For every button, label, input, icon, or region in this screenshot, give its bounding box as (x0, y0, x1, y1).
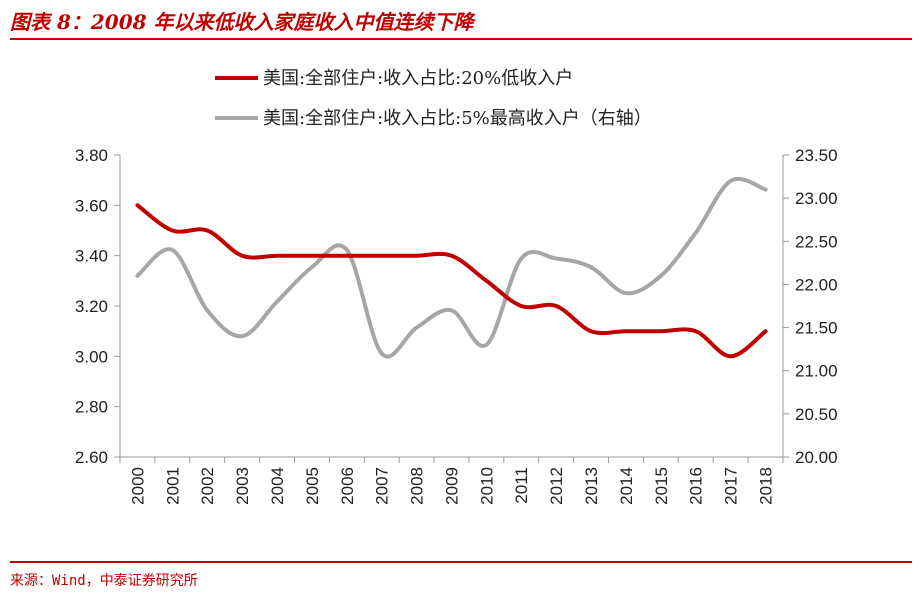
left-tick-label: 2.60 (75, 448, 108, 467)
point-top5-income (450, 308, 454, 312)
point-bottom20-income (519, 304, 523, 308)
x-tick-label: 2002 (198, 467, 217, 505)
point-top5-income (729, 179, 733, 183)
point-bottom20-income (170, 229, 174, 233)
x-tick-label: 2005 (303, 467, 322, 505)
header-rule (10, 38, 912, 40)
left-tick-label: 2.80 (75, 398, 108, 417)
plot-area (135, 177, 768, 359)
x-tick-label: 2010 (477, 467, 496, 505)
point-bottom20-income (275, 254, 279, 258)
point-bottom20-income (694, 329, 698, 333)
right-tick-label: 23.50 (795, 146, 838, 165)
point-top5-income (484, 343, 488, 347)
left-tick-label: 3.00 (75, 347, 108, 366)
point-top5-income (380, 351, 384, 355)
point-top5-income (345, 248, 349, 252)
point-bottom20-income (729, 354, 733, 358)
point-top5-income (205, 308, 209, 312)
right-tick-label: 22.00 (795, 275, 838, 294)
point-top5-income (240, 334, 244, 338)
x-tick-label: 2015 (652, 467, 671, 505)
series-line-top5-income (135, 177, 768, 359)
x-tick-label: 2003 (233, 467, 252, 505)
right-tick-label: 20.00 (795, 448, 838, 467)
legend-label: 美国:全部住户:收入占比:20%低收入户 (263, 68, 573, 89)
series-line-bottom20-income (135, 203, 768, 359)
point-top5-income (415, 326, 419, 330)
x-tick-label: 2007 (373, 467, 392, 505)
point-bottom20-income (554, 304, 558, 308)
point-top5-income (694, 231, 698, 235)
x-tick-label: 2012 (547, 467, 566, 505)
x-tick-label: 2004 (268, 467, 287, 505)
left-tick-label: 3.20 (75, 297, 108, 316)
point-bottom20-income (310, 254, 314, 258)
point-top5-income (764, 188, 768, 192)
point-top5-income (170, 248, 174, 252)
point-bottom20-income (135, 203, 139, 207)
legend: 美国:全部住户:收入占比:20%低收入户美国:全部住户:收入占比:5%最高收入户… (215, 68, 652, 129)
axes: 3.80 3.60 3.40 3.20 3.00 2.80 2.60 23.50 23.00 22… (75, 146, 838, 505)
right-tick-label: 21.00 (795, 362, 838, 381)
x-tick-label: 2016 (687, 467, 706, 505)
point-bottom20-income (415, 254, 419, 258)
x-tick-label: 2011 (512, 467, 531, 504)
x-tick-label: 2013 (582, 467, 601, 505)
point-bottom20-income (624, 329, 628, 333)
legend-label: 美国:全部住户:收入占比:5%最高收入户（右轴） (263, 108, 652, 129)
x-tick-label: 2006 (338, 467, 357, 505)
left-tick-label: 3.40 (75, 247, 108, 266)
x-tick-label: 2018 (757, 467, 776, 505)
point-top5-income (310, 265, 314, 269)
chart-title: 图表 8：2008 年以来低收入家庭收入中值连续下降 (10, 10, 474, 34)
point-bottom20-income (345, 254, 349, 258)
point-top5-income (275, 300, 279, 304)
x-tick-label: 2000 (128, 467, 147, 505)
point-top5-income (659, 274, 663, 278)
point-bottom20-income (589, 329, 593, 333)
point-bottom20-income (659, 329, 663, 333)
x-tick-label: 2009 (442, 467, 461, 505)
footer-rule (10, 561, 912, 563)
x-tick-label: 2017 (722, 467, 741, 505)
right-tick-label: 20.50 (795, 405, 838, 424)
left-tick-label: 3.60 (75, 196, 108, 215)
point-top5-income (589, 265, 593, 269)
point-bottom20-income (484, 279, 488, 283)
right-tick-label: 22.50 (795, 232, 838, 251)
x-tick-label: 2014 (617, 467, 636, 505)
x-tick-label: 2008 (408, 467, 427, 505)
source-note: 来源：Wind，中泰证券研究所 (10, 573, 198, 589)
point-bottom20-income (240, 254, 244, 258)
point-top5-income (554, 257, 558, 261)
right-tick-label: 21.50 (795, 319, 838, 338)
right-tick-label: 23.00 (795, 189, 838, 208)
left-tick-label: 3.80 (75, 146, 108, 165)
x-tick-label: 2001 (163, 467, 182, 505)
point-top5-income (624, 291, 628, 295)
point-bottom20-income (380, 254, 384, 258)
point-top5-income (135, 274, 139, 278)
point-bottom20-income (764, 329, 768, 333)
point-top5-income (519, 257, 523, 261)
point-bottom20-income (205, 229, 209, 233)
point-bottom20-income (450, 254, 454, 258)
